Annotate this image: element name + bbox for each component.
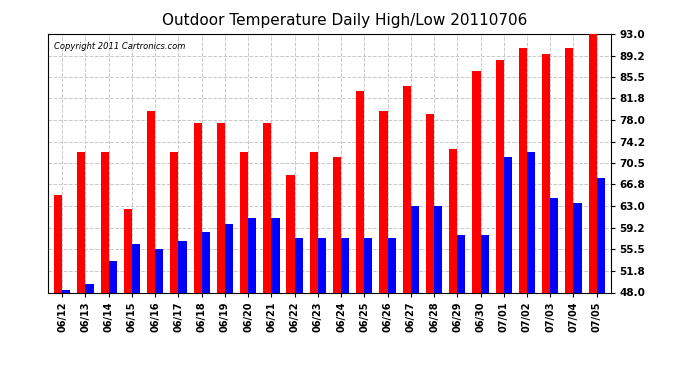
Bar (248, 218, 256, 292)
Bar (565, 48, 573, 292)
Bar (264, 123, 271, 292)
Bar (473, 71, 480, 292)
Bar (527, 152, 535, 292)
Bar (193, 123, 201, 292)
Bar (155, 249, 164, 292)
Bar (109, 261, 117, 292)
Bar (132, 244, 140, 292)
Text: Copyright 2011 Cartronics.com: Copyright 2011 Cartronics.com (54, 42, 186, 51)
Bar (550, 198, 558, 292)
Bar (504, 158, 512, 292)
Bar (403, 86, 411, 292)
Bar (573, 203, 582, 292)
Bar (411, 206, 419, 292)
Bar (380, 111, 388, 292)
Bar (333, 158, 341, 292)
Bar (201, 232, 210, 292)
Bar (434, 206, 442, 292)
Bar (147, 111, 155, 292)
Bar (170, 152, 179, 292)
Bar (356, 91, 364, 292)
Bar (457, 235, 466, 292)
Bar (101, 152, 109, 292)
Bar (62, 290, 70, 292)
Bar (589, 34, 597, 292)
Bar (364, 238, 373, 292)
Bar (495, 60, 504, 292)
Bar (597, 177, 605, 292)
Bar (426, 114, 434, 292)
Bar (480, 235, 489, 292)
Bar (179, 241, 186, 292)
Bar (519, 48, 527, 292)
Bar (310, 152, 318, 292)
Bar (295, 238, 303, 292)
Bar (54, 195, 62, 292)
Bar (542, 54, 550, 292)
Bar (341, 238, 349, 292)
Bar (124, 209, 132, 292)
Bar (86, 284, 94, 292)
Bar (271, 218, 279, 292)
Text: Outdoor Temperature Daily High/Low 20110706: Outdoor Temperature Daily High/Low 20110… (162, 13, 528, 28)
Bar (217, 123, 225, 292)
Bar (286, 175, 295, 292)
Bar (225, 224, 233, 292)
Bar (449, 149, 457, 292)
Bar (240, 152, 248, 292)
Bar (388, 238, 395, 292)
Bar (77, 152, 86, 292)
Bar (318, 238, 326, 292)
